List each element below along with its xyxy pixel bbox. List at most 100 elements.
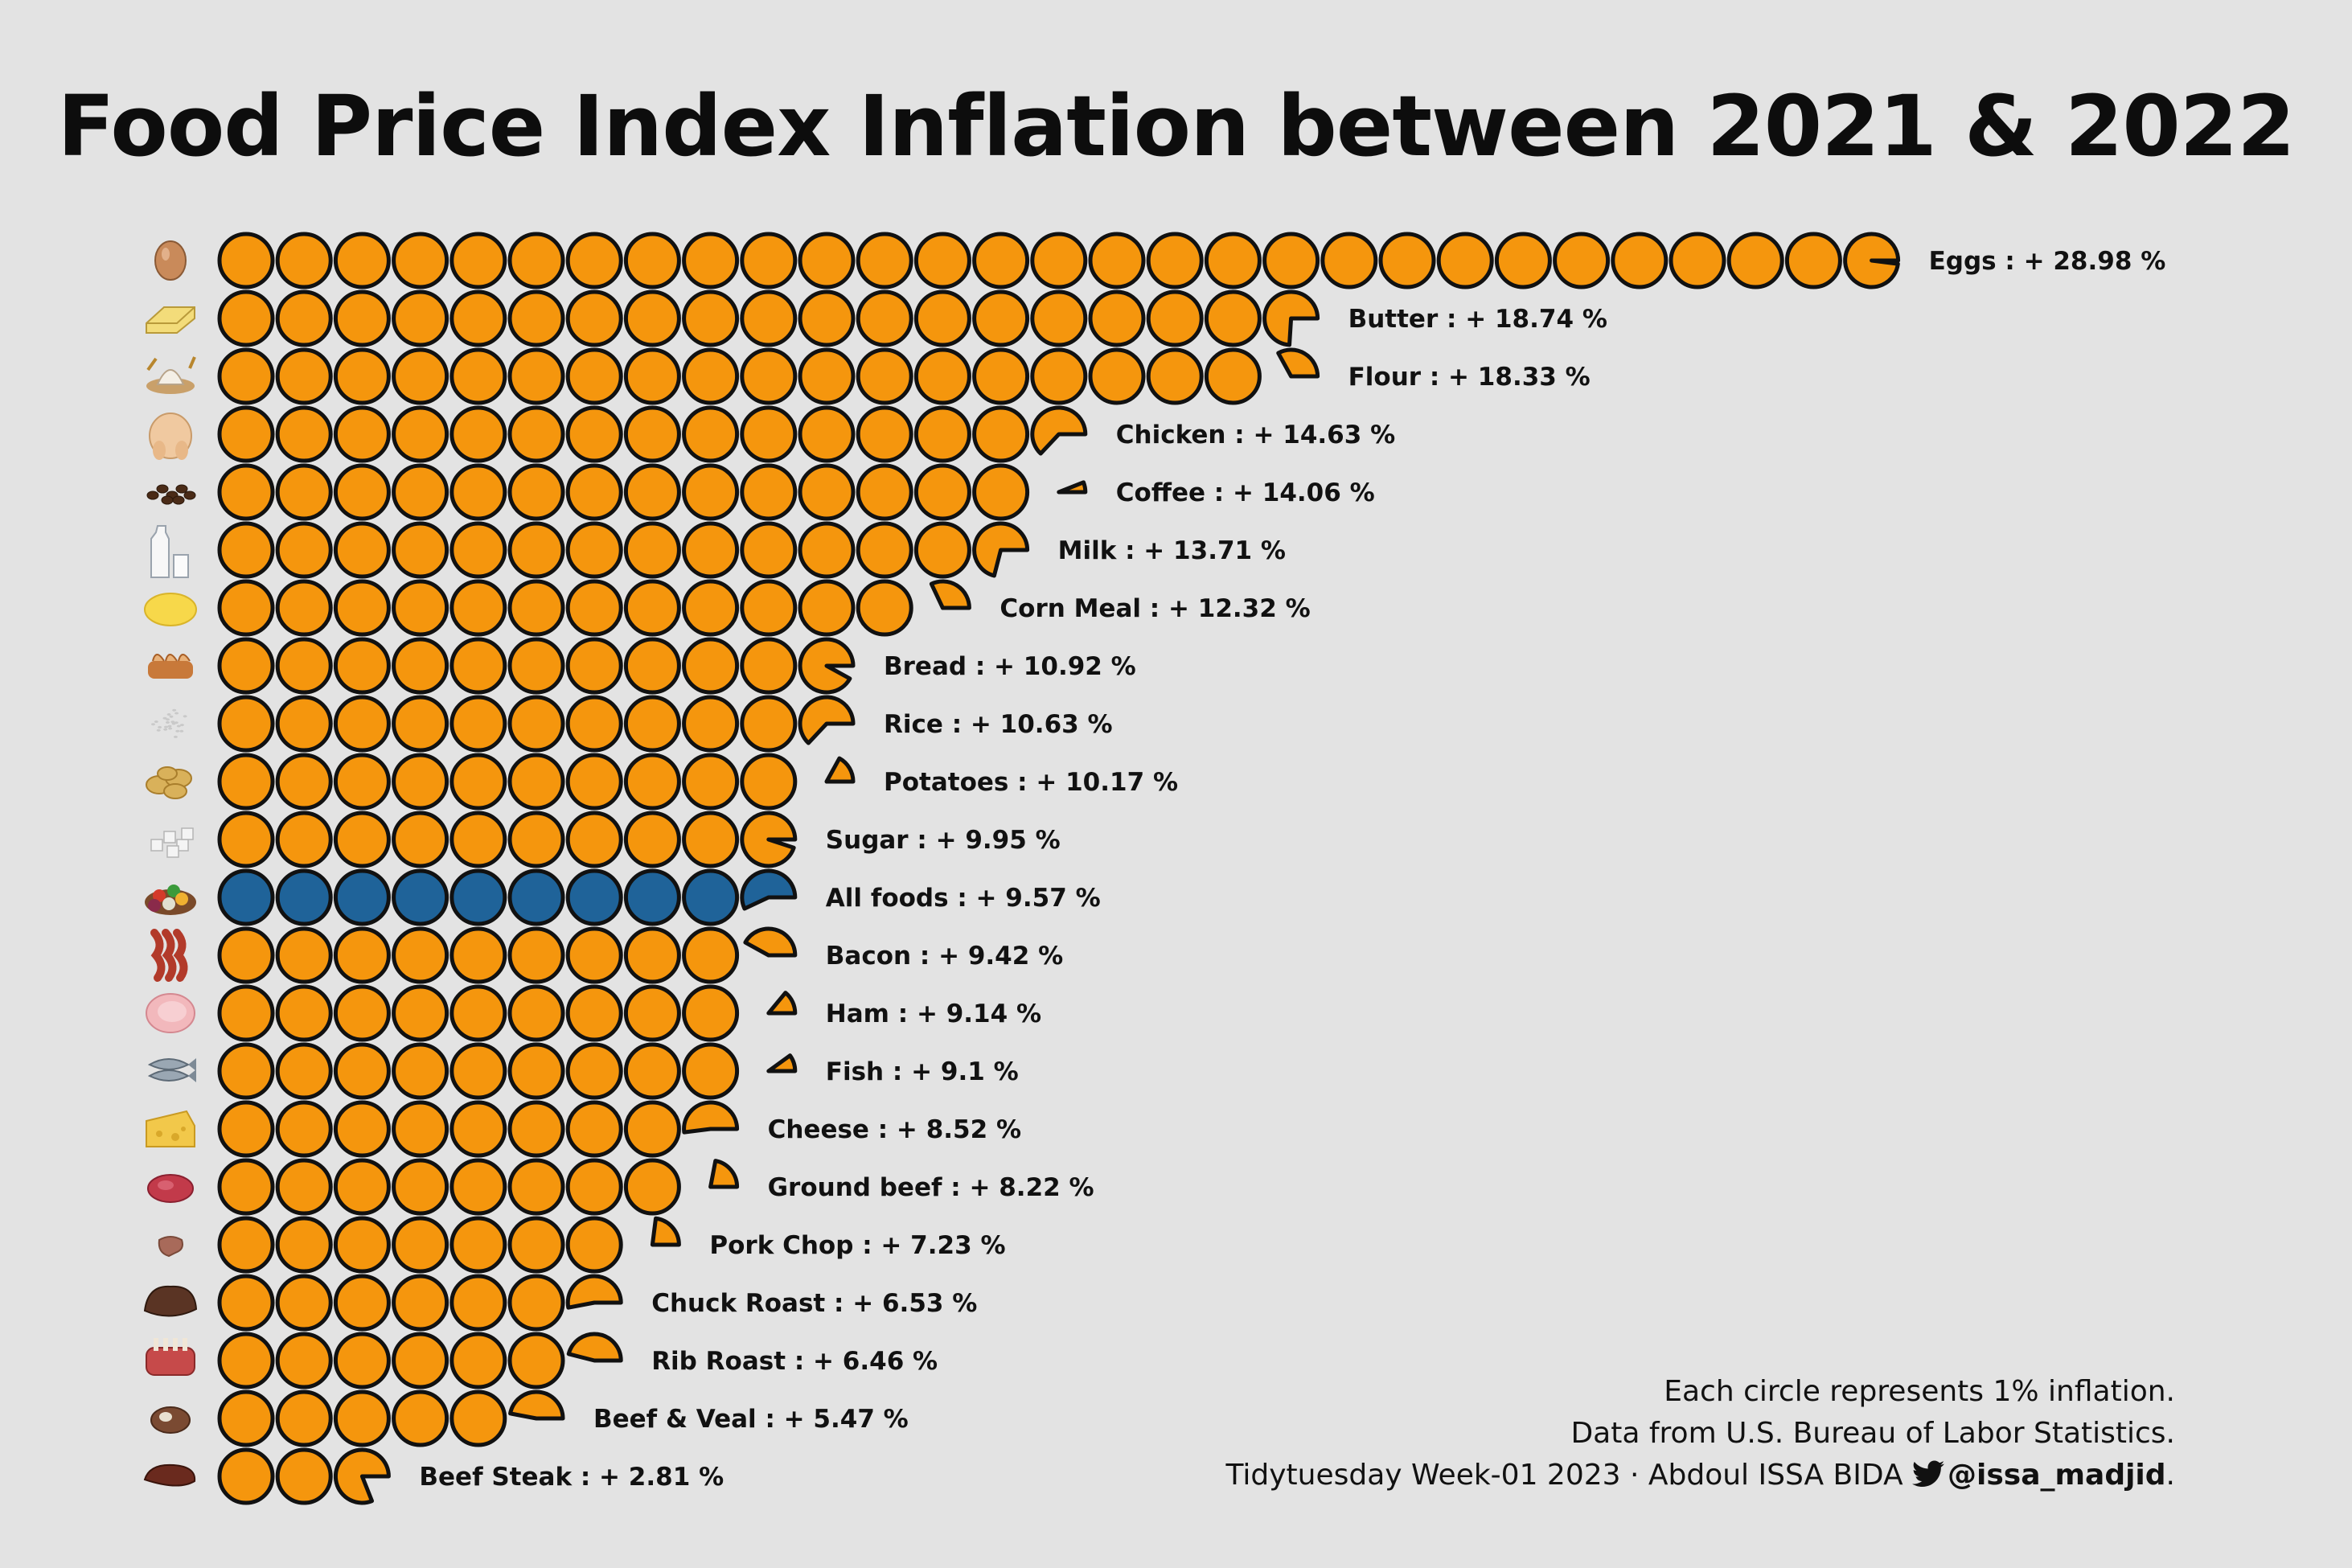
waffle-circle: [1494, 232, 1552, 289]
waffle-circle: [1030, 347, 1088, 405]
row-label-coffee: Coffee : + 14.06 %: [1116, 478, 1375, 507]
bacon-icon: [150, 929, 188, 982]
waffle-circle: [740, 405, 798, 463]
chuck-roast-icon: [143, 1285, 198, 1317]
waffle-circle: [392, 1100, 449, 1158]
waffle-circle: [972, 232, 1030, 289]
sugar-icon: [150, 827, 194, 858]
corn-meal-icon: [144, 593, 197, 626]
waffle-circle: [682, 521, 740, 579]
waffle-circle: [333, 868, 391, 926]
waffle-circle: [565, 695, 623, 753]
waffle-circle: [740, 521, 798, 579]
waffle-circle: [856, 521, 913, 579]
row-label-fish: Fish : + 9.1 %: [826, 1057, 1019, 1086]
waffle-circle: [333, 1158, 391, 1216]
twitter-handle[interactable]: @issa_madjid: [1948, 1459, 2166, 1492]
waffle-circle: [565, 753, 623, 811]
caption-credit: Tidytuesday Week-01 2023 · Abdoul ISSA B…: [1225, 1459, 1903, 1492]
waffle-circle: [449, 637, 507, 695]
waffle-circle: [798, 579, 856, 637]
waffle-row-eggs: Eggs : + 28.98 %: [154, 232, 2165, 289]
waffle-circle: [275, 579, 333, 637]
waffle-circle: [798, 232, 856, 289]
waffle-circle: [392, 1274, 449, 1332]
waffle-circle: [1146, 347, 1204, 405]
chart-title: Food Price Index Inflation between 2021 …: [57, 77, 2296, 175]
waffle-circle: [856, 232, 913, 289]
waffle-partial-circle: [1057, 480, 1088, 495]
waffle-circle: [740, 289, 798, 347]
waffle-circle: [682, 868, 740, 926]
waffle-circle: [507, 405, 565, 463]
waffle-row-potatoes: Potatoes : + 10.17 %: [146, 753, 1178, 811]
waffle-circle: [217, 637, 275, 695]
waffle-circle: [507, 463, 565, 521]
waffle-circle: [1146, 289, 1204, 347]
ground-beef-icon: [147, 1174, 194, 1203]
waffle-circle: [1204, 289, 1262, 347]
waffle-partial-circle: [824, 756, 856, 784]
waffle-circle: [623, 1042, 681, 1100]
waffle-circle: [798, 405, 856, 463]
waffle-partial-circle: [565, 1274, 623, 1310]
waffle-circle: [217, 405, 275, 463]
waffle-circle: [275, 868, 333, 926]
waffle-circle: [449, 1100, 507, 1158]
waffle-circle: [333, 289, 391, 347]
waffle-circle: [623, 232, 681, 289]
waffle-circle: [275, 405, 333, 463]
waffle-circle: [449, 695, 507, 753]
waffle-circle: [856, 579, 913, 637]
waffle-circle: [565, 232, 623, 289]
waffle-circle: [449, 521, 507, 579]
waffle-row-butter: Butter : + 18.74 %: [146, 289, 1607, 347]
waffle-circle: [217, 1389, 275, 1447]
waffle-circle: [565, 984, 623, 1042]
waffle-circle: [623, 637, 681, 695]
waffle-row-rib-roast: Rib Roast : + 6.46 %: [146, 1332, 938, 1389]
waffle-circle: [972, 463, 1030, 521]
waffle-circle: [449, 868, 507, 926]
row-label-milk: Milk : + 13.71 %: [1058, 536, 1286, 565]
waffle-circle: [392, 868, 449, 926]
waffle-circle: [740, 347, 798, 405]
waffle-circle: [623, 579, 681, 637]
waffle-row-ground-beef: Ground beef : + 8.22 %: [147, 1158, 1094, 1216]
waffle-partial-circle: [1276, 347, 1320, 379]
waffle-circle: [623, 811, 681, 868]
waffle-circle: [333, 405, 391, 463]
waffle-circle: [1088, 289, 1146, 347]
waffle-circle: [275, 347, 333, 405]
waffle-circle: [798, 521, 856, 579]
waffle-circle: [913, 405, 971, 463]
waffle-circle: [623, 695, 681, 753]
waffle-partial-circle: [740, 868, 798, 911]
rib-roast-icon: [146, 1338, 195, 1376]
waffle-circle: [217, 984, 275, 1042]
caption-line-2: Data from U.S. Bureau of Labor Statistic…: [1570, 1417, 2175, 1450]
waffle-partial-circle: [972, 521, 1030, 578]
egg-icon: [154, 240, 187, 281]
waffle-circle: [565, 1216, 623, 1274]
waffle-circle: [507, 753, 565, 811]
waffle-circle: [1378, 232, 1436, 289]
waffle-circle: [217, 811, 275, 868]
waffle-circle: [623, 405, 681, 463]
waffle-circle: [682, 984, 740, 1042]
waffle-circle: [682, 463, 740, 521]
waffle-circle: [740, 463, 798, 521]
waffle-row-flour: Flour : + 18.33 %: [146, 347, 1591, 405]
waffle-circle: [740, 695, 798, 753]
waffle-circle: [682, 1042, 740, 1100]
waffle-circle: [623, 289, 681, 347]
waffle-circle: [1784, 232, 1842, 289]
waffle-circle: [1030, 232, 1088, 289]
waffle-circle: [217, 232, 275, 289]
waffle-row-sugar: Sugar : + 9.95 %: [150, 811, 1061, 868]
waffle-circle: [333, 1274, 391, 1332]
waffle-circle: [449, 811, 507, 868]
waffle-circle: [275, 984, 333, 1042]
waffle-circle: [507, 1216, 565, 1274]
